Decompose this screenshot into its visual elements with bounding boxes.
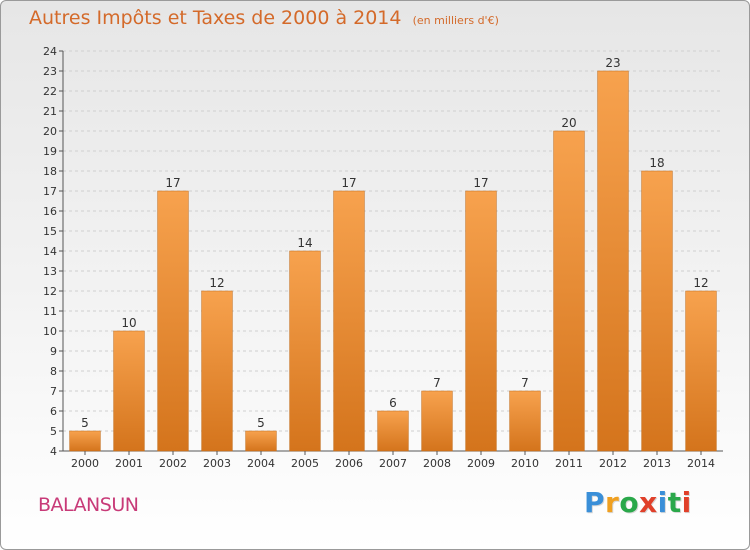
bar-2014 (685, 290, 717, 452)
x-tick-label: 2000 (71, 457, 99, 470)
data-label: 10 (121, 316, 136, 330)
data-label: 6 (389, 396, 397, 410)
y-tick-label: 8 (50, 365, 57, 378)
x-tick-label: 2006 (335, 457, 363, 470)
x-tick-label: 2005 (291, 457, 319, 470)
bar-2010 (509, 390, 541, 452)
x-tick-label: 2002 (159, 457, 187, 470)
y-tick-label: 24 (43, 45, 57, 58)
x-tick-label: 2009 (467, 457, 495, 470)
y-tick-label: 15 (43, 225, 57, 238)
data-label: 17 (165, 176, 180, 190)
y-tick-label: 5 (50, 425, 57, 438)
bar-2005 (289, 250, 321, 452)
data-label: 23 (605, 56, 620, 70)
y-tick-label: 18 (43, 165, 57, 178)
y-tick-label: 23 (43, 65, 57, 78)
bar-2009 (465, 190, 497, 452)
chart-subtitle: (en milliers d'€) (412, 14, 499, 27)
commune-name: BALANSUN (38, 494, 139, 516)
x-tick-label: 2003 (203, 457, 231, 470)
y-tick-label: 10 (43, 325, 57, 338)
y-tick-label: 7 (50, 385, 57, 398)
data-label: 7 (521, 376, 529, 390)
data-label: 12 (693, 276, 708, 290)
bar-2001 (113, 330, 145, 452)
x-tick-label: 2012 (599, 457, 627, 470)
data-label: 20 (561, 116, 576, 130)
proxiti-logo[interactable]: Proxiti (584, 486, 692, 519)
data-label: 17 (473, 176, 488, 190)
x-tick-label: 2001 (115, 457, 143, 470)
y-tick-label: 6 (50, 405, 57, 418)
data-label: 7 (433, 376, 441, 390)
bar-2006 (333, 190, 365, 452)
logo-letter: P (584, 486, 606, 519)
bar-2002 (157, 190, 189, 452)
y-tick-label: 17 (43, 185, 57, 198)
bar-2000 (69, 430, 101, 452)
y-tick-label: 13 (43, 265, 57, 278)
bar-2012 (597, 70, 629, 452)
logo-letter: i (681, 486, 692, 519)
y-tick-label: 12 (43, 285, 57, 298)
x-tick-label: 2013 (643, 457, 671, 470)
bar-2004 (245, 430, 277, 452)
bar-2007 (377, 410, 409, 452)
bar-2003 (201, 290, 233, 452)
data-label: 17 (341, 176, 356, 190)
logo-letter: i (657, 486, 668, 519)
x-tick-label: 2011 (555, 457, 583, 470)
bar-2013 (641, 170, 673, 452)
y-tick-label: 11 (43, 305, 57, 318)
x-tick-label: 2007 (379, 457, 407, 470)
bar-2011 (553, 130, 585, 452)
y-tick-label: 20 (43, 125, 57, 138)
y-tick-label: 9 (50, 345, 57, 358)
logo-letter: t (667, 486, 682, 519)
data-label: 14 (297, 236, 312, 250)
logo-letter: r (605, 486, 620, 519)
logo-letter: o (619, 486, 640, 519)
data-label: 5 (257, 416, 265, 430)
y-tick-label: 14 (43, 245, 57, 258)
x-tick-label: 2008 (423, 457, 451, 470)
chart-title: Autres Impôts et Taxes de 2000 à 2014 (29, 7, 402, 29)
data-label: 12 (209, 276, 224, 290)
data-label: 5 (81, 416, 89, 430)
y-tick-label: 22 (43, 85, 57, 98)
data-label: 18 (649, 156, 664, 170)
x-tick-label: 2010 (511, 457, 539, 470)
y-tick-label: 16 (43, 205, 57, 218)
x-tick-label: 2014 (687, 457, 715, 470)
bar-2008 (421, 390, 453, 452)
x-tick-label: 2004 (247, 457, 275, 470)
y-tick-label: 4 (50, 445, 57, 458)
y-tick-label: 19 (43, 145, 57, 158)
chart-title-row: Autres Impôts et Taxes de 2000 à 2014 (e… (29, 7, 499, 29)
logo-letter: x (639, 486, 658, 519)
y-tick-label: 21 (43, 105, 57, 118)
